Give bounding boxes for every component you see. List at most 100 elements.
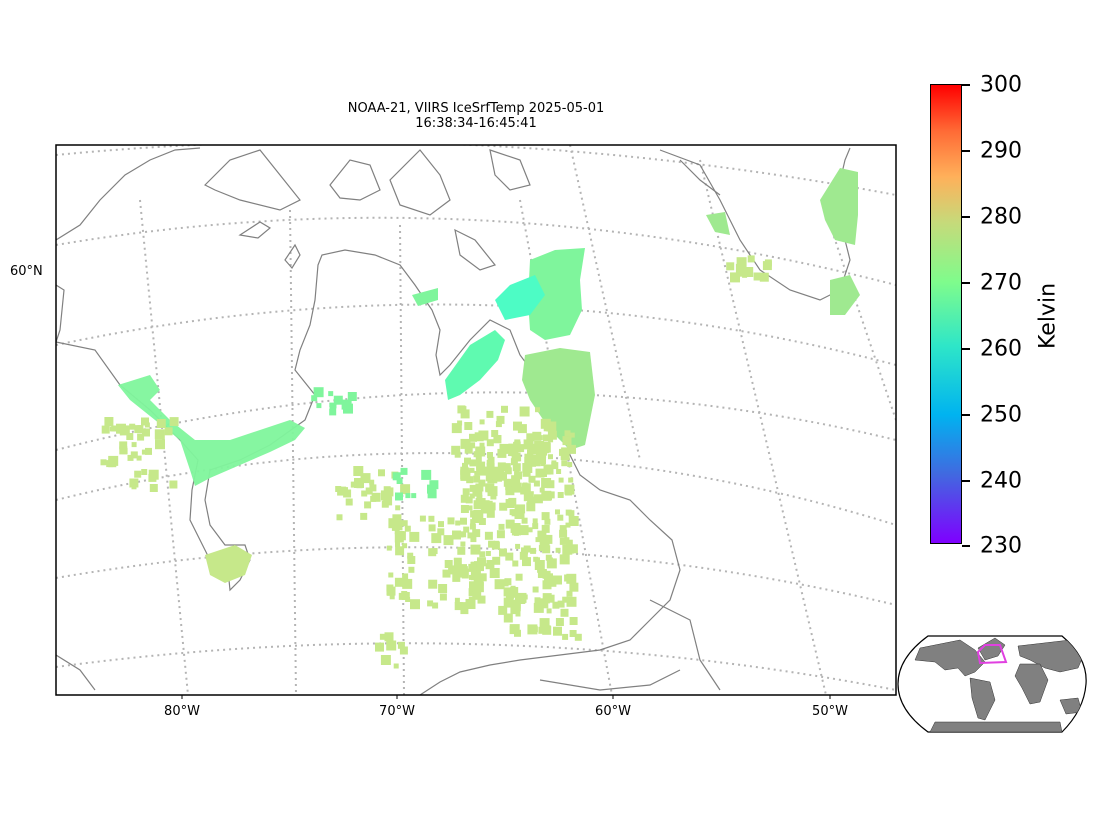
ice-cell <box>156 419 166 428</box>
ice-cell <box>530 547 537 554</box>
ice-cell <box>562 633 569 640</box>
ice-cell <box>486 560 495 568</box>
ice-cell <box>463 526 470 533</box>
ice-cell <box>479 419 485 425</box>
ice-cell <box>131 484 137 490</box>
ice-cell <box>383 496 393 506</box>
ice-cell <box>574 633 582 641</box>
ice-cell <box>398 531 405 537</box>
ice-cell <box>387 589 394 596</box>
ice-cell <box>443 535 454 546</box>
ice-cell <box>454 602 463 611</box>
colorbar-tick <box>962 545 970 547</box>
ice-cell <box>753 272 762 281</box>
ice-cell <box>513 421 522 431</box>
ice-cell <box>369 484 377 492</box>
ice-cell <box>442 569 451 578</box>
ice-cell <box>121 448 128 455</box>
ice-cell <box>510 458 518 466</box>
ice-cell <box>499 548 507 557</box>
ice-cell <box>394 577 404 587</box>
ice-cell <box>479 551 486 558</box>
ice-cell <box>537 569 547 578</box>
colorbar <box>930 84 962 544</box>
ice-cell <box>544 573 553 583</box>
ice-cell <box>378 469 385 477</box>
ice-cell <box>511 526 521 536</box>
ice-cell <box>533 480 540 487</box>
ice-cell <box>380 490 391 501</box>
ice-cell <box>460 438 471 449</box>
ice-cell <box>568 516 579 526</box>
title-line1: NOAA-21, VIIRS IceSrfTemp 2025-05-01 <box>347 101 605 116</box>
ice-cell <box>499 502 508 511</box>
colorbar-tick <box>962 414 970 416</box>
ice-cell <box>521 483 531 493</box>
graticule <box>56 145 896 695</box>
ice-cell <box>505 552 514 561</box>
ice-cell <box>431 533 442 544</box>
map-frame <box>55 144 897 696</box>
map-title: NOAA-21, VIIRS IceSrfTemp 2025-05-01 16:… <box>56 101 896 131</box>
ice-cell <box>504 467 512 475</box>
ice-patch-greenland-east <box>820 168 858 245</box>
ice-cell <box>468 563 477 572</box>
colorbar-tick <box>962 348 970 350</box>
ice-cell <box>562 596 569 603</box>
ice-cell <box>468 596 475 603</box>
ice-cell <box>535 407 540 413</box>
ice-cell <box>505 519 515 529</box>
ice-cell <box>511 475 521 485</box>
ice-cell <box>557 600 565 608</box>
ice-cell <box>464 445 473 454</box>
ice-cell <box>566 596 577 607</box>
ice-cell <box>527 624 538 635</box>
ice-cell <box>405 493 411 499</box>
ice-cell <box>565 509 572 516</box>
ice-cell <box>534 560 545 570</box>
ice-cell <box>427 600 434 607</box>
ice-patch-hudson-west <box>118 375 305 486</box>
ice-cell <box>467 532 474 539</box>
ice-cell <box>401 520 408 527</box>
colorbar-tick <box>962 282 970 284</box>
ice-cell <box>337 486 347 496</box>
ice-cell <box>517 424 527 434</box>
ice-cell <box>558 477 564 483</box>
ice-cell <box>494 579 505 590</box>
ice-cell <box>464 422 473 430</box>
ice-cell <box>504 578 512 586</box>
ice-cell <box>569 582 579 592</box>
ice-cell <box>155 439 165 450</box>
ice-cell <box>544 518 551 525</box>
ice-cell <box>533 556 539 562</box>
ice-cell <box>437 528 445 536</box>
colorbar-label-290: 290 <box>980 138 1022 164</box>
ice-cell <box>356 468 362 474</box>
ice-cell <box>383 486 391 494</box>
ice-cell <box>476 494 483 501</box>
ice-cell <box>457 564 467 575</box>
ice-patch-hudson-south <box>205 545 252 583</box>
ice-patch-labrador-north <box>528 248 585 340</box>
ice-cell <box>397 641 405 649</box>
ice-cell <box>119 441 128 450</box>
ice-cell <box>532 523 539 530</box>
ice-cell <box>562 436 572 446</box>
ice-cell <box>475 456 482 463</box>
ice-cell <box>565 539 573 547</box>
ice-cell <box>473 573 482 582</box>
ice-cell <box>470 519 476 525</box>
ice-cell <box>464 457 471 465</box>
ice-cell <box>551 462 559 470</box>
ice-cell <box>460 531 467 538</box>
ice-cell <box>469 459 477 467</box>
ice-cell <box>543 464 554 475</box>
ice-cell <box>475 446 486 457</box>
colorbar-tick <box>962 150 970 152</box>
ice-cell <box>407 556 416 564</box>
ice-cell <box>130 451 138 459</box>
ice-cell <box>336 514 343 521</box>
ice-cell <box>438 521 444 528</box>
